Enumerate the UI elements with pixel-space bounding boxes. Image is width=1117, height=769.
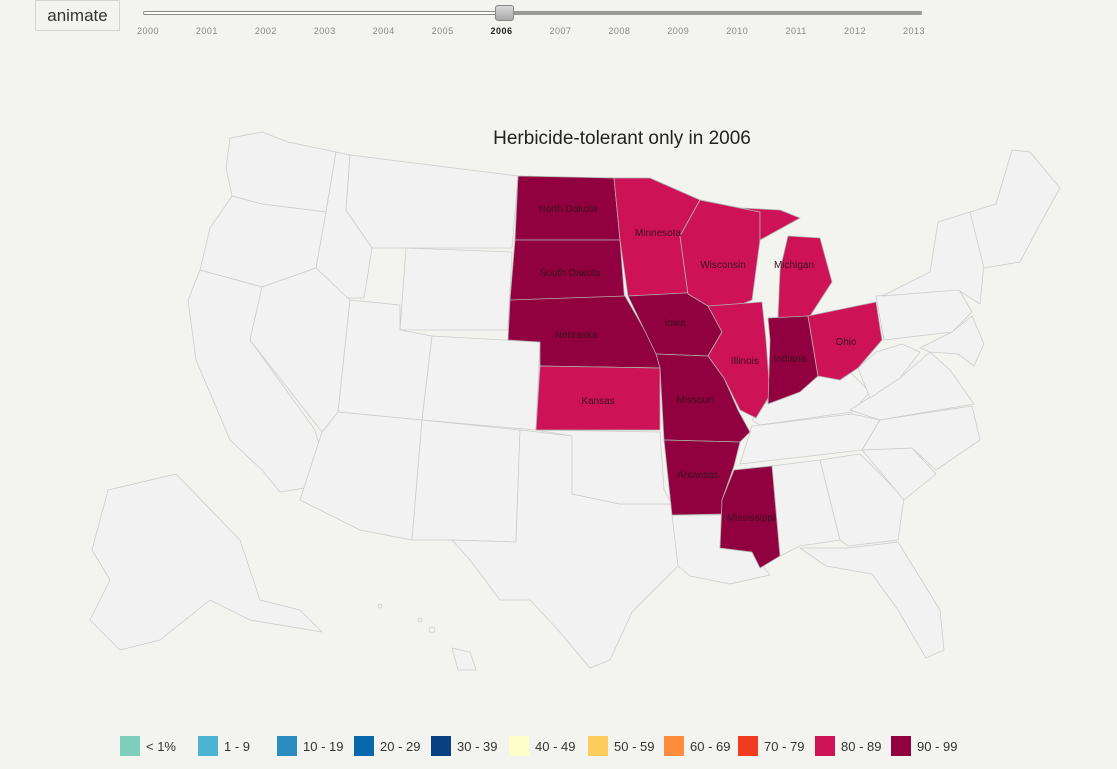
state-label-kansas: Kansas — [581, 396, 614, 407]
year-tick-2001[interactable]: 2001 — [195, 26, 218, 36]
year-tick-2003[interactable]: 2003 — [313, 26, 336, 36]
state-mississippi[interactable] — [719, 465, 781, 569]
state-new-england[interactable] — [969, 149, 1061, 269]
state-north-carolina[interactable] — [861, 405, 981, 471]
state-hawaii[interactable] — [451, 647, 477, 671]
legend-item: 70 - 79 — [738, 734, 804, 758]
legend-item: 40 - 49 — [509, 734, 575, 758]
state-label-mississippi: Mississippi — [727, 513, 775, 524]
state-alaska[interactable] — [89, 473, 323, 651]
year-tick-2011[interactable]: 2011 — [785, 26, 807, 36]
state-florida[interactable] — [799, 541, 945, 659]
legend-label: 20 - 29 — [380, 738, 421, 754]
state-new-york[interactable] — [881, 211, 985, 305]
state-label-south-dakota: South Dakota — [540, 268, 601, 279]
year-slider-handle[interactable] — [495, 5, 514, 21]
legend-item: 60 - 69 — [664, 734, 730, 758]
year-tick-2008[interactable]: 2008 — [608, 26, 631, 36]
legend-swatch — [891, 736, 911, 756]
state-west-virginia[interactable] — [857, 343, 921, 399]
state-label-iowa: Iowa — [664, 318, 686, 329]
year-tick-2002[interactable]: 2002 — [254, 26, 277, 36]
year-tick-2004[interactable]: 2004 — [372, 26, 395, 36]
state-wyoming[interactable] — [399, 247, 513, 331]
legend-label: 10 - 19 — [303, 738, 344, 754]
legend-label: 60 - 69 — [690, 738, 731, 754]
legend-label: 70 - 79 — [764, 738, 805, 754]
legend-item: 50 - 59 — [588, 734, 654, 758]
legend-label: < 1% — [146, 738, 176, 754]
state-colorado[interactable] — [421, 335, 541, 431]
legend-label: 90 - 99 — [917, 738, 958, 754]
legend-label: 30 - 39 — [457, 738, 498, 754]
state-montana[interactable] — [345, 154, 519, 249]
state-label-michigan: Michigan — [774, 260, 814, 271]
year-tick-2013[interactable]: 2013 — [902, 26, 926, 36]
legend-swatch — [354, 736, 374, 756]
year-tick-2006[interactable]: 2006 — [490, 26, 513, 36]
year-tick-2010[interactable]: 2010 — [726, 26, 749, 36]
legend-swatch — [664, 736, 684, 756]
state-new-mexico[interactable] — [411, 419, 521, 543]
legend-item: 90 - 99 — [891, 734, 957, 758]
map-title: Herbicide-tolerant only in 2006 — [493, 128, 751, 149]
state-label-ohio: Ohio — [835, 337, 857, 348]
legend-label: 1 - 9 — [224, 738, 251, 754]
state-illinois[interactable] — [707, 301, 771, 419]
legend-swatch — [198, 736, 218, 756]
state-georgia[interactable] — [819, 453, 905, 547]
legend-swatch — [588, 736, 608, 756]
legend-item: 10 - 19 — [277, 734, 343, 758]
legend-item: 20 - 29 — [354, 734, 420, 758]
state-label-missouri: Missouri — [676, 395, 713, 406]
state-label-nebraska: Nebraska — [555, 330, 598, 341]
state-wisconsin[interactable] — [679, 199, 761, 309]
year-tick-2012[interactable]: 2012 — [844, 26, 867, 36]
state-ohio[interactable] — [807, 301, 883, 381]
state-label-north-dakota: North Dakota — [539, 204, 598, 215]
year-slider-remaining — [505, 11, 922, 15]
state-oklahoma[interactable] — [535, 429, 673, 505]
legend-swatch — [509, 736, 529, 756]
year-tick-2009[interactable]: 2009 — [667, 26, 690, 36]
legend-swatch — [738, 736, 758, 756]
year-tick-2007[interactable]: 2007 — [549, 26, 572, 36]
state-label-illinois: Illinois — [731, 356, 759, 367]
animate-button[interactable]: animate — [35, 0, 120, 31]
state-kansas[interactable] — [535, 365, 661, 431]
legend-swatch — [431, 736, 451, 756]
legend-item: 80 - 89 — [815, 734, 881, 758]
legend-item: 30 - 39 — [431, 734, 497, 758]
legend-label: 40 - 49 — [535, 738, 576, 754]
legend-item: < 1% — [120, 734, 176, 758]
state-label-indiana: Indiana — [774, 354, 807, 365]
state-label-minnesota: Minnesota — [635, 228, 682, 239]
state-label-arkansas: Arkansas — [677, 470, 719, 481]
legend-item: 1 - 9 — [198, 734, 250, 758]
state-michigan[interactable] — [777, 235, 833, 319]
legend-swatch — [815, 736, 835, 756]
legend-swatch — [120, 736, 140, 756]
state-michigan-upper[interactable] — [699, 199, 801, 241]
state-label-wisconsin: Wisconsin — [700, 260, 746, 271]
legend-label: 50 - 59 — [614, 738, 655, 754]
state-mid-atlantic[interactable] — [919, 315, 985, 367]
legend-label: 80 - 89 — [841, 738, 882, 754]
year-tick-2000[interactable]: 2000 — [136, 26, 160, 36]
year-tick-2005[interactable]: 2005 — [431, 26, 454, 36]
legend-swatch — [277, 736, 297, 756]
state-arizona[interactable] — [299, 411, 423, 541]
legend: < 1% 1 - 9 10 - 19 20 - 29 30 - 39 40 - 49 50 … — [120, 734, 980, 758]
